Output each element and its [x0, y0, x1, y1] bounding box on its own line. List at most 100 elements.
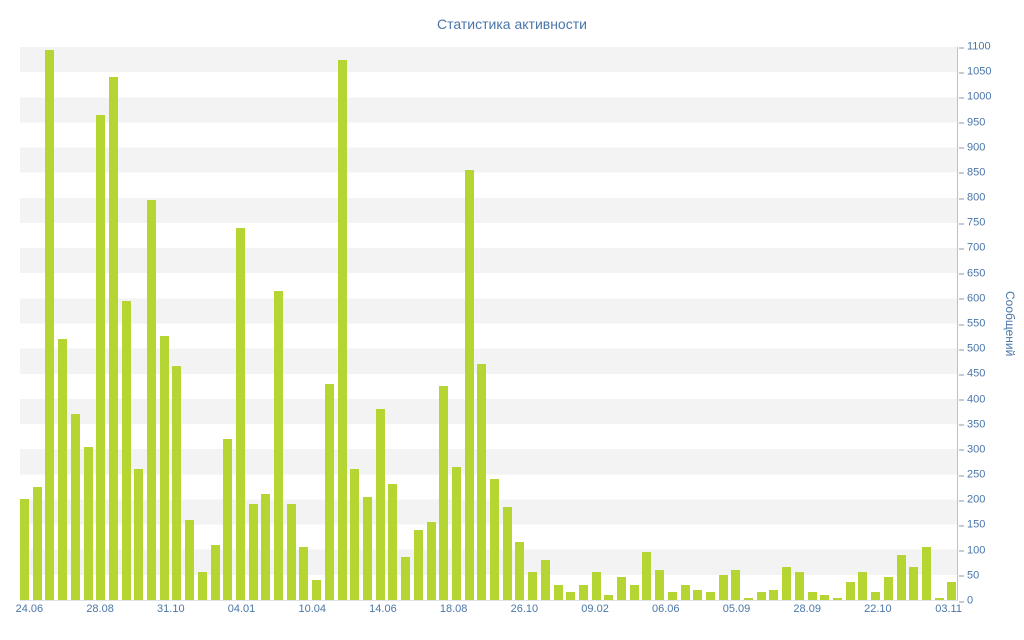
bar [807, 592, 817, 600]
x-tick-label: 14.06 [369, 603, 397, 615]
bar [274, 290, 284, 600]
y-tick-label: 500 [958, 342, 986, 355]
bar [388, 484, 398, 600]
bar [121, 300, 131, 600]
y-tick-label: 550 [958, 317, 986, 330]
bar [515, 542, 525, 600]
bar [566, 592, 576, 600]
y-tick-label: 150 [958, 518, 986, 531]
bar [451, 466, 461, 600]
y-tick-label: 300 [958, 443, 986, 456]
x-tick-label: 04.01 [227, 603, 256, 615]
bar [401, 557, 411, 600]
y-tick-label: 0 [958, 594, 974, 607]
bar [756, 592, 766, 600]
bar [261, 494, 271, 600]
bar [642, 552, 652, 600]
bar [883, 577, 893, 600]
bar [553, 584, 563, 600]
y-tick-label: 400 [958, 393, 986, 406]
bar [693, 589, 703, 600]
plot-area [20, 47, 958, 601]
bar [655, 569, 665, 600]
x-tick-label: 31.10 [157, 603, 185, 615]
x-tick-label: 22.10 [864, 603, 892, 615]
bar [909, 567, 919, 600]
bar [629, 584, 639, 600]
bar [680, 584, 690, 600]
bar [286, 504, 296, 600]
bars-container [20, 47, 957, 600]
bar [947, 582, 957, 600]
bar [185, 519, 195, 600]
bar [782, 567, 792, 600]
y-tick-label: 1000 [958, 90, 992, 103]
bar [617, 577, 627, 600]
chart-title: Статистика активности [437, 16, 587, 32]
x-tick-label: 09.02 [581, 603, 609, 615]
x-tick-label: 10.04 [298, 603, 326, 615]
bar [108, 77, 118, 600]
bar [477, 363, 487, 600]
y-tick-label: 450 [958, 367, 986, 380]
x-tick-label: 26.10 [510, 603, 539, 615]
bar [20, 499, 29, 600]
bar [794, 572, 804, 600]
y-tick-label: 750 [958, 216, 986, 229]
bar [312, 579, 322, 600]
y-axis: 0 50 100 150 200 250 300 350 400 450 500 550 600 650 7… [958, 41, 1002, 606]
y-tick-label: 850 [958, 166, 986, 179]
y-tick-label: 200 [958, 493, 986, 506]
bar [820, 594, 830, 600]
y-tick-label: 900 [958, 141, 986, 154]
x-tick-label: 28.09 [793, 603, 821, 615]
bar [210, 544, 220, 600]
y-tick-label: 650 [958, 267, 986, 280]
bar [705, 592, 715, 600]
y-tick-label: 1050 [958, 65, 992, 78]
bar [871, 592, 881, 600]
y-tick-label: 800 [958, 191, 986, 204]
bar [197, 572, 207, 600]
y-tick-label: 950 [958, 116, 986, 129]
bar [350, 469, 360, 600]
x-tick-label: 24.06 [15, 603, 44, 615]
bar [439, 386, 449, 600]
bar [528, 572, 538, 600]
bar [413, 529, 423, 600]
bar [172, 366, 182, 600]
bar [248, 504, 258, 600]
bar [235, 227, 245, 600]
x-tick-label: 28.08 [86, 603, 114, 615]
bar [667, 592, 677, 600]
y-tick-label: 350 [958, 418, 986, 431]
bar [83, 446, 93, 600]
bar [147, 200, 157, 600]
bar [578, 584, 588, 600]
bar [921, 547, 931, 600]
y-tick-label: 50 [958, 569, 980, 582]
bar [718, 574, 728, 600]
bar [540, 559, 550, 600]
bar [502, 507, 512, 600]
y-tick-label: 100 [958, 544, 986, 557]
bar [833, 597, 842, 600]
bar [337, 59, 347, 600]
bar [32, 486, 42, 600]
bar [591, 572, 601, 600]
y-tick-label: 1100 [959, 40, 991, 53]
bar [223, 439, 233, 600]
bar [604, 594, 614, 600]
bar [70, 414, 80, 600]
bar [896, 554, 906, 600]
bar [159, 336, 169, 600]
bar [299, 547, 309, 600]
bar [58, 338, 68, 600]
x-tick-label: 18.08 [439, 603, 468, 615]
bar [324, 383, 334, 600]
x-tick-label: 06.06 [652, 603, 680, 615]
bar [45, 49, 55, 600]
bar [490, 479, 500, 600]
bar [769, 589, 779, 600]
